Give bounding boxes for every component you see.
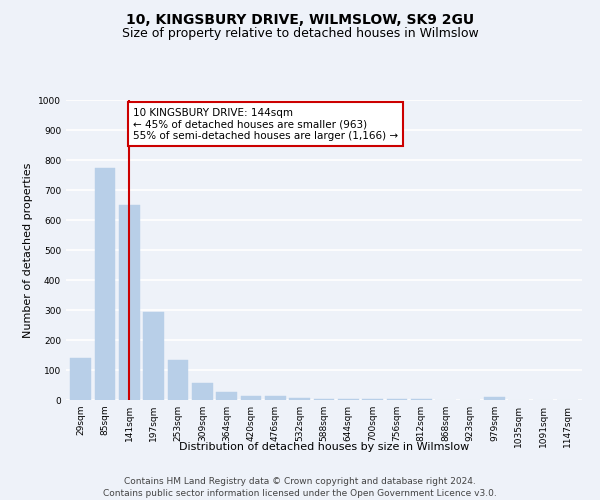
Text: Contains public sector information licensed under the Open Government Licence v3: Contains public sector information licen… — [103, 489, 497, 498]
Text: Size of property relative to detached houses in Wilmslow: Size of property relative to detached ho… — [122, 28, 478, 40]
Text: 10 KINGSBURY DRIVE: 144sqm
← 45% of detached houses are smaller (963)
55% of sem: 10 KINGSBURY DRIVE: 144sqm ← 45% of deta… — [133, 108, 398, 140]
Bar — [265, 396, 286, 400]
Bar — [411, 398, 432, 400]
Bar — [362, 398, 383, 400]
Bar — [241, 396, 262, 400]
Bar — [192, 382, 212, 400]
Text: Distribution of detached houses by size in Wilmslow: Distribution of detached houses by size … — [179, 442, 469, 452]
Bar — [338, 398, 359, 400]
Bar — [484, 397, 505, 400]
Bar — [70, 358, 91, 400]
Bar — [143, 312, 164, 400]
Bar — [314, 398, 334, 400]
Bar — [289, 398, 310, 400]
Bar — [216, 392, 237, 400]
Text: Contains HM Land Registry data © Crown copyright and database right 2024.: Contains HM Land Registry data © Crown c… — [124, 478, 476, 486]
Bar — [119, 205, 140, 400]
Bar — [95, 168, 115, 400]
Bar — [167, 360, 188, 400]
Y-axis label: Number of detached properties: Number of detached properties — [23, 162, 32, 338]
Bar — [386, 398, 407, 400]
Text: 10, KINGSBURY DRIVE, WILMSLOW, SK9 2GU: 10, KINGSBURY DRIVE, WILMSLOW, SK9 2GU — [126, 12, 474, 26]
